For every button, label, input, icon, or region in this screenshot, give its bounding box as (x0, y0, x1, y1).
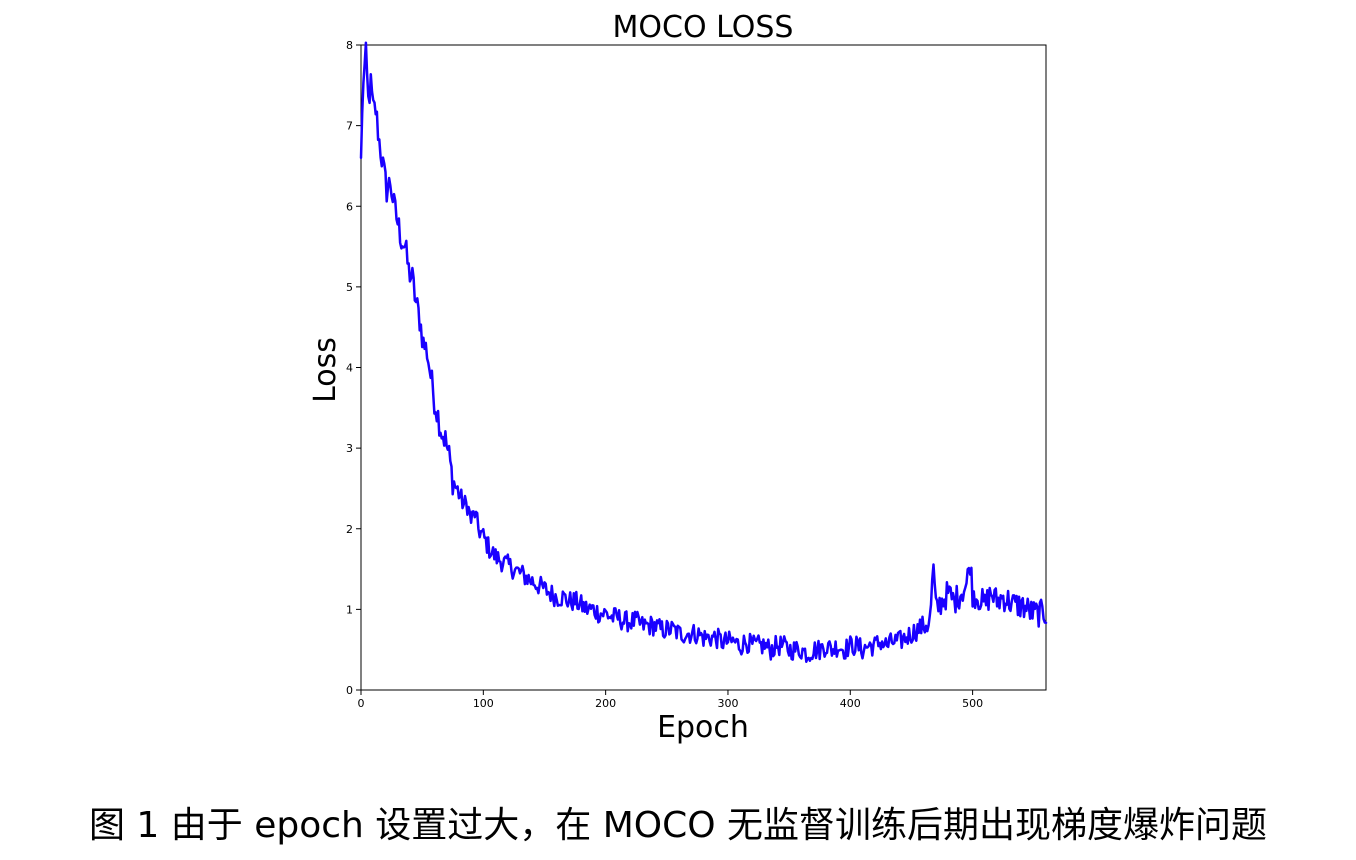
y-tick-label: 3 (346, 442, 353, 455)
y-tick-label: 4 (346, 362, 353, 375)
x-axis-label: Epoch (657, 710, 749, 745)
y-tick-label: 7 (346, 120, 353, 133)
loss-series-line (359, 41, 1048, 663)
y-axis-label: Loss (308, 337, 343, 403)
y-tick-label: 6 (346, 200, 353, 213)
y-tick-label: 8 (346, 39, 353, 52)
y-tick-label: 5 (346, 281, 353, 294)
x-tick-label: 500 (962, 697, 983, 710)
plot-area (360, 44, 1047, 691)
x-tick-label: 400 (840, 697, 861, 710)
y-tick-label: 1 (346, 603, 353, 616)
x-tick-label: 100 (473, 697, 494, 710)
loss-chart: MOCO LOSS 0 1 2 3 4 5 6 7 8 0 100 200 300 400 500 Epo… (308, 10, 1048, 745)
figure-caption: 图 1 由于 epoch 设置过大，在 MOCO 无监督训练后期出现梯度爆炸问题 (88, 805, 1268, 846)
y-tick-label: 0 (346, 684, 353, 697)
chart-title: MOCO LOSS (613, 10, 794, 45)
y-tick-label: 2 (346, 523, 353, 536)
y-axis-ticks: 0 1 2 3 4 5 6 7 8 (346, 39, 361, 697)
x-tick-label: 0 (358, 697, 365, 710)
x-axis-ticks: 0 100 200 300 400 500 (358, 690, 983, 710)
x-tick-label: 200 (595, 697, 616, 710)
x-tick-label: 300 (717, 697, 738, 710)
